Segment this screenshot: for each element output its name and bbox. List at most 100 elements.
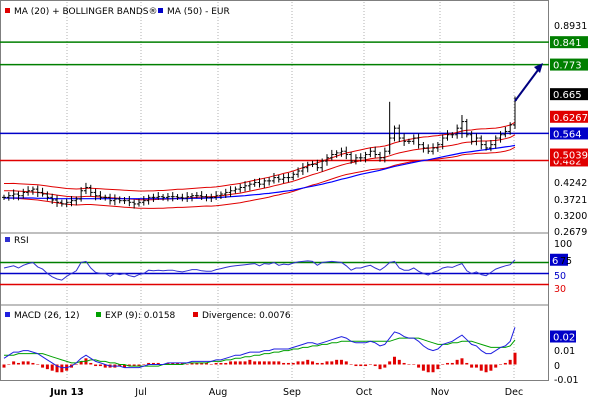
level-badge-label: 0.773 — [553, 61, 582, 72]
divergence-bar — [219, 362, 223, 365]
x-tick-label: Dec — [505, 387, 523, 398]
divergence-bar — [484, 364, 488, 373]
macd-panel: MACD (26, 12) EXP (9): 0.0158 Divergence… — [2, 311, 579, 386]
divergence-bar — [89, 362, 93, 365]
macd-divergence-bars — [2, 352, 517, 373]
divergence-bar — [185, 364, 189, 365]
divergence-bar — [200, 362, 204, 365]
divergence-bar — [238, 361, 242, 365]
divergence-bar — [306, 359, 310, 365]
ma50-line — [4, 144, 516, 200]
divergence-bar — [378, 364, 382, 370]
x-tick-label: Nov — [431, 387, 450, 398]
divergence-bar — [118, 364, 122, 367]
divergence-bar — [503, 362, 507, 365]
divergence-bar — [132, 364, 136, 367]
divergence-bar — [499, 364, 503, 365]
divergence-bar — [258, 361, 261, 365]
divergence-bar — [286, 362, 290, 365]
divergence-bar — [127, 364, 131, 367]
divergence-bar — [354, 364, 358, 367]
level-badge-label: 0.482 — [553, 156, 582, 167]
divergence-bar — [41, 364, 45, 368]
legend-label-ma50: MA (50) - EUR — [167, 7, 230, 17]
price-y-tick: 0.4242 — [554, 178, 587, 189]
rsi-badge-prefix: 6 — [552, 256, 558, 267]
divergence-bar — [195, 362, 199, 365]
divergence-bar — [325, 361, 329, 365]
divergence-bar — [344, 361, 348, 365]
legend-swatch-ma50 — [158, 8, 163, 13]
divergence-bar — [248, 359, 252, 365]
divergence-bar — [21, 361, 25, 365]
price-y-tick: 0.3200 — [554, 211, 587, 222]
divergence-bar — [417, 364, 421, 368]
price-candles — [2, 96, 517, 209]
divergence-bar — [513, 352, 517, 365]
divergence-bar — [137, 364, 141, 367]
divergence-bar — [311, 361, 315, 365]
divergence-bar — [156, 362, 160, 365]
divergence-bar — [383, 364, 387, 368]
divergence-bar — [436, 364, 440, 370]
divergence-bar — [330, 361, 334, 365]
divergence-bar — [465, 362, 469, 365]
divergence-bar — [339, 359, 343, 365]
divergence-bar — [229, 361, 233, 365]
divergence-bar — [320, 362, 324, 365]
divergence-bar — [412, 364, 416, 365]
ma20-line — [4, 134, 516, 201]
divergence-bar — [190, 362, 194, 365]
divergence-bar — [55, 364, 59, 373]
x-tick-label: Jul — [134, 387, 146, 398]
divergence-bar — [315, 362, 319, 365]
divergence-bar — [7, 364, 11, 365]
x-tick-label: Oct — [356, 387, 373, 398]
divergence-bar — [446, 362, 450, 365]
price-y-tick: 0.3721 — [554, 195, 587, 206]
price-badge-label: 0.6267 — [553, 113, 588, 124]
divergence-bar — [455, 359, 459, 365]
rsi-panel: RSI 100 50 30 6 75 — [0, 236, 572, 295]
divergence-bar — [291, 362, 295, 365]
x-axis: Jun 13 Jul Aug Sep Oct Nov Dec — [49, 387, 523, 398]
divergence-bar — [31, 362, 35, 365]
rsi-badge: 6 75 — [550, 253, 572, 267]
divergence-bar — [402, 362, 406, 365]
divergence-bar — [296, 361, 300, 365]
divergence-bar — [243, 361, 247, 365]
divergence-bar — [508, 359, 512, 365]
rsi-series-line — [3, 259, 516, 281]
price-badges: 0.841 0.773 0.564 0.482 0.665 0.6267 0.5039 — [550, 36, 588, 167]
level-badge-label: 0.564 — [553, 129, 582, 140]
divergence-bar — [262, 361, 266, 365]
divergence-bar — [36, 364, 40, 365]
chart-frame — [0, 0, 549, 381]
price-badge-bg — [550, 110, 588, 123]
legend-swatch-exp — [96, 312, 101, 317]
divergence-bar — [224, 362, 228, 365]
legend-swatch-rsi — [5, 237, 10, 242]
level-badge-label: 0.841 — [553, 38, 582, 49]
divergence-bar — [349, 364, 353, 365]
divergence-bar — [123, 364, 127, 368]
legend-swatch-macd — [5, 312, 10, 317]
divergence-bar — [209, 364, 213, 365]
divergence-bar — [373, 364, 377, 367]
divergence-bar — [277, 361, 281, 365]
divergence-bar — [50, 364, 54, 371]
divergence-bar — [407, 364, 411, 365]
divergence-bar — [431, 364, 435, 373]
divergence-bar — [474, 364, 478, 368]
divergence-bar — [166, 362, 170, 365]
divergence-bar — [12, 361, 16, 365]
legend-label-exp: EXP (9): 0.0158 — [105, 311, 176, 321]
divergence-bar — [494, 364, 498, 368]
divergence-bar — [45, 364, 49, 370]
divergence-bar — [301, 361, 305, 365]
target-arrow — [514, 69, 539, 102]
divergence-bar — [26, 361, 30, 365]
level-badge-bg — [550, 36, 588, 49]
legend-swatch-divergence — [193, 312, 198, 317]
